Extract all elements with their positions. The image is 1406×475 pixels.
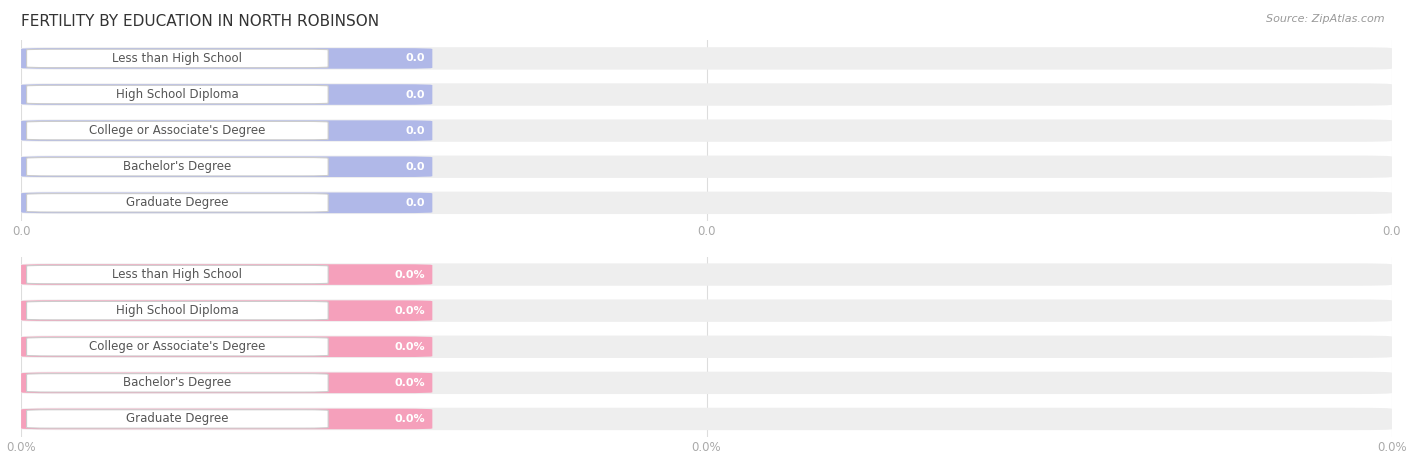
FancyBboxPatch shape (27, 374, 328, 392)
Text: 0.0%: 0.0% (395, 342, 426, 352)
FancyBboxPatch shape (27, 158, 328, 176)
FancyBboxPatch shape (27, 86, 328, 104)
Text: Source: ZipAtlas.com: Source: ZipAtlas.com (1267, 14, 1385, 24)
Text: 0.0: 0.0 (406, 53, 426, 64)
FancyBboxPatch shape (27, 49, 328, 67)
FancyBboxPatch shape (21, 300, 433, 321)
FancyBboxPatch shape (21, 335, 1392, 358)
Text: 0.0: 0.0 (406, 125, 426, 136)
FancyBboxPatch shape (21, 192, 433, 213)
Text: 0.0%: 0.0% (395, 269, 426, 280)
FancyBboxPatch shape (21, 408, 433, 429)
FancyBboxPatch shape (27, 302, 328, 320)
Text: 0.0%: 0.0% (395, 378, 426, 388)
FancyBboxPatch shape (21, 83, 1392, 106)
FancyBboxPatch shape (21, 47, 1392, 70)
FancyBboxPatch shape (21, 336, 433, 357)
FancyBboxPatch shape (21, 119, 1392, 142)
FancyBboxPatch shape (21, 191, 1392, 214)
Text: 0.0%: 0.0% (395, 305, 426, 316)
FancyBboxPatch shape (27, 122, 328, 140)
FancyBboxPatch shape (21, 48, 433, 69)
FancyBboxPatch shape (27, 194, 328, 212)
Text: College or Associate's Degree: College or Associate's Degree (89, 340, 266, 353)
FancyBboxPatch shape (21, 155, 1392, 178)
FancyBboxPatch shape (21, 299, 1392, 322)
FancyBboxPatch shape (21, 263, 1392, 286)
Text: Less than High School: Less than High School (112, 268, 242, 281)
Text: Graduate Degree: Graduate Degree (127, 196, 229, 209)
Text: College or Associate's Degree: College or Associate's Degree (89, 124, 266, 137)
FancyBboxPatch shape (21, 408, 1392, 430)
Text: Bachelor's Degree: Bachelor's Degree (124, 376, 232, 390)
FancyBboxPatch shape (21, 371, 1392, 394)
Text: FERTILITY BY EDUCATION IN NORTH ROBINSON: FERTILITY BY EDUCATION IN NORTH ROBINSON (21, 14, 380, 29)
FancyBboxPatch shape (21, 84, 433, 105)
Text: High School Diploma: High School Diploma (115, 304, 239, 317)
Text: High School Diploma: High School Diploma (115, 88, 239, 101)
FancyBboxPatch shape (27, 410, 328, 428)
FancyBboxPatch shape (27, 266, 328, 284)
FancyBboxPatch shape (27, 338, 328, 356)
FancyBboxPatch shape (21, 264, 433, 285)
FancyBboxPatch shape (21, 156, 433, 177)
Text: 0.0: 0.0 (406, 162, 426, 172)
Text: 0.0: 0.0 (406, 198, 426, 208)
Text: 0.0%: 0.0% (395, 414, 426, 424)
Text: Graduate Degree: Graduate Degree (127, 412, 229, 426)
Text: Less than High School: Less than High School (112, 52, 242, 65)
Text: 0.0: 0.0 (406, 89, 426, 100)
Text: Bachelor's Degree: Bachelor's Degree (124, 160, 232, 173)
FancyBboxPatch shape (21, 120, 433, 141)
FancyBboxPatch shape (21, 372, 433, 393)
